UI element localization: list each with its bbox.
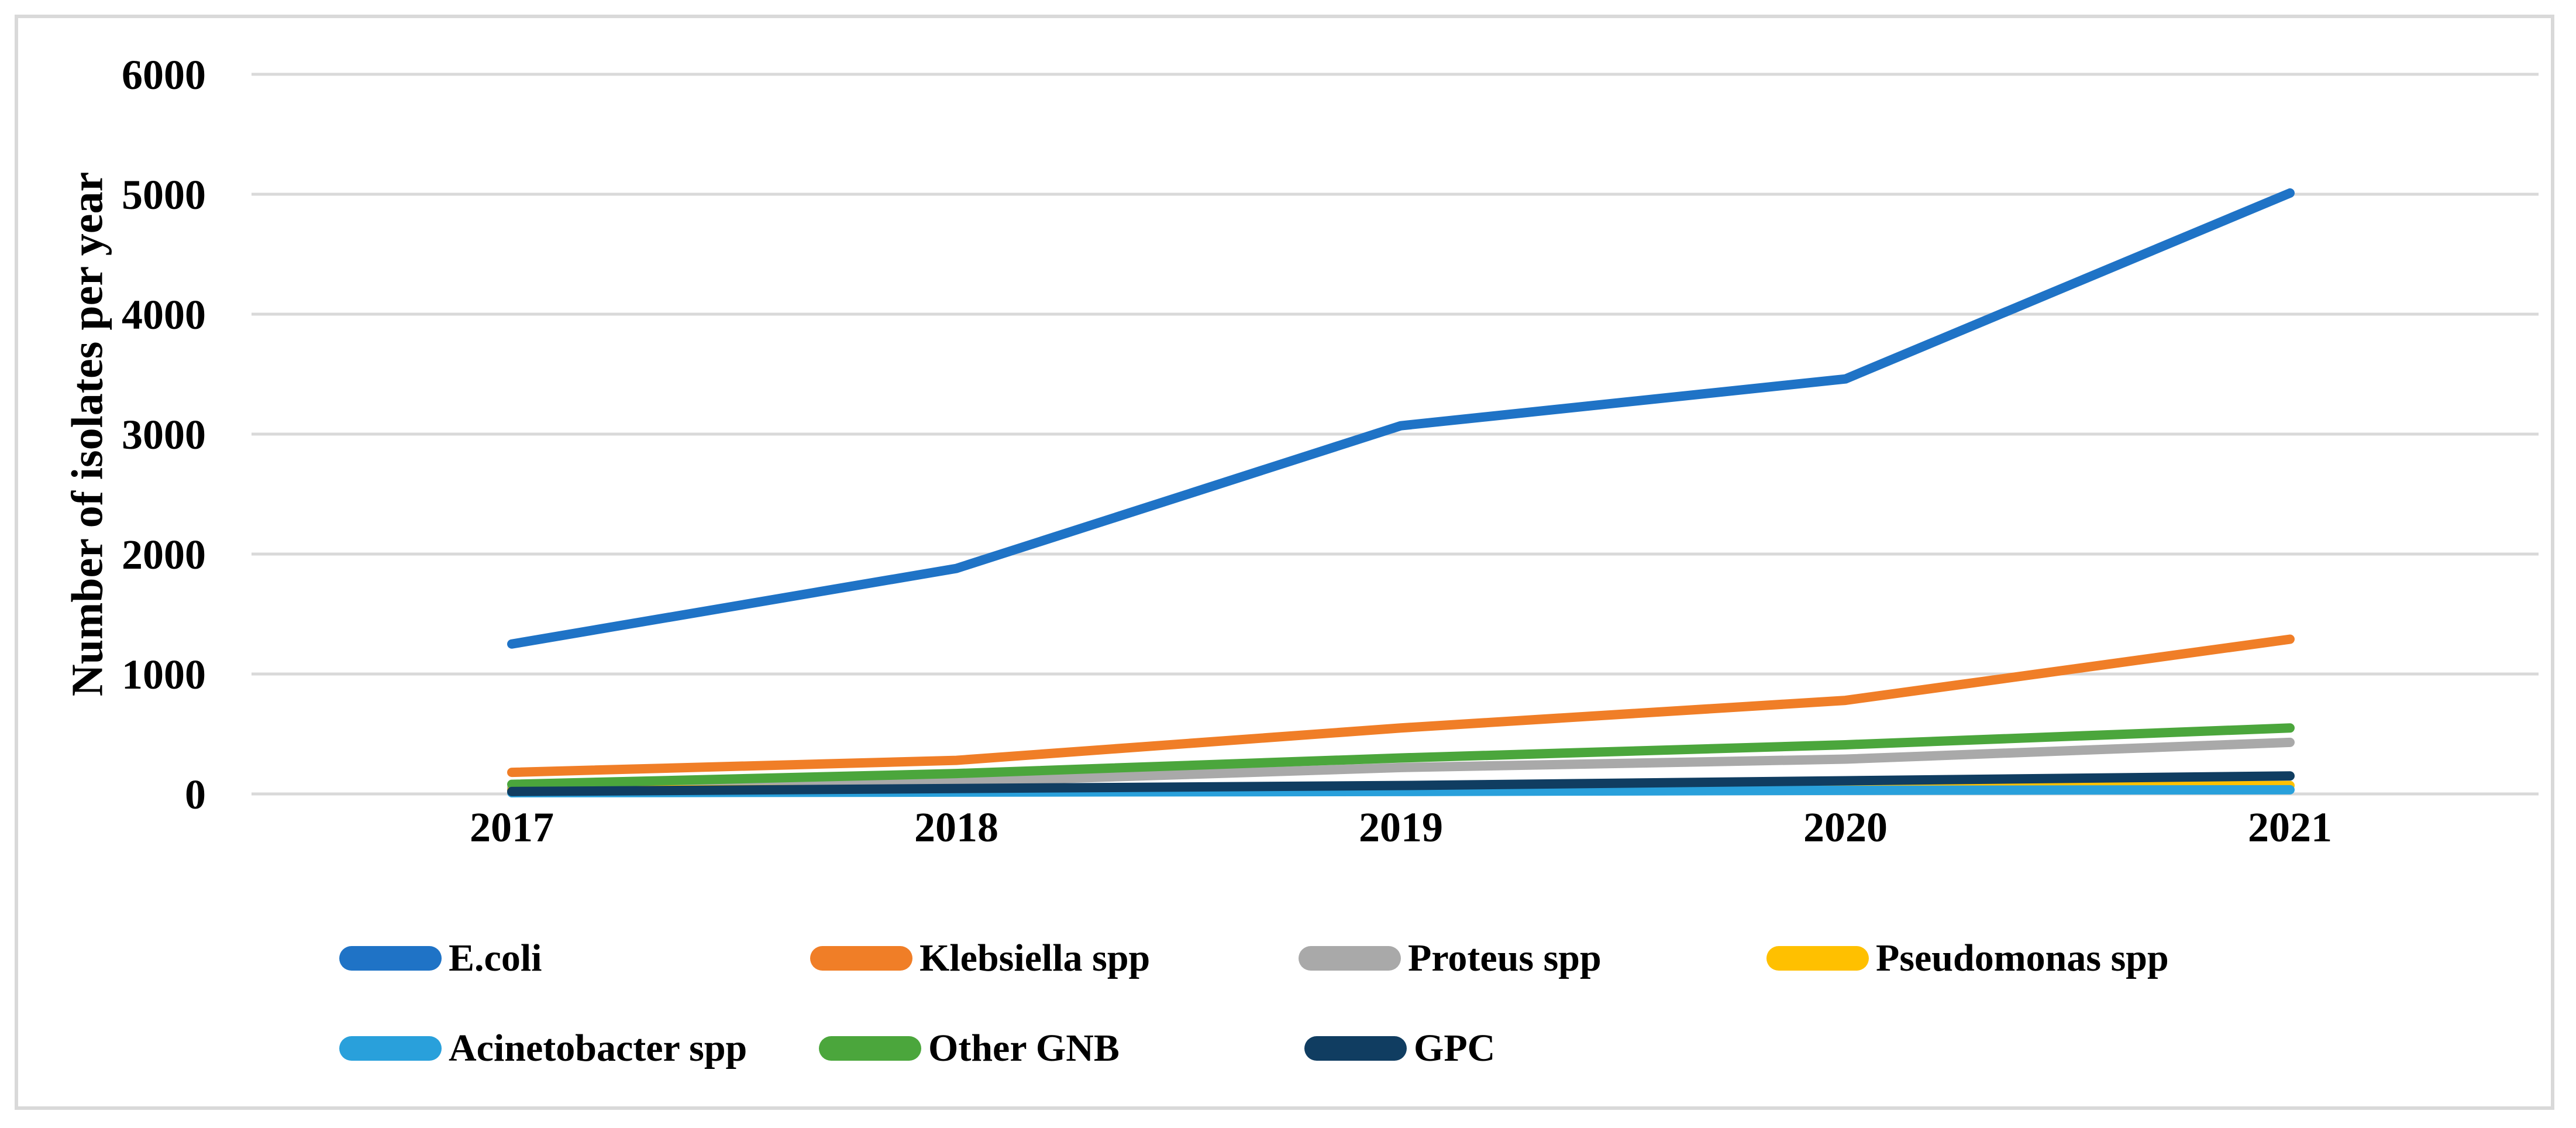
legend-marker-gpc — [1304, 1036, 1407, 1061]
x-tick-label: 2019 — [1359, 804, 1443, 851]
y-tick-label: 0 — [185, 771, 206, 818]
legend-item-e-coli: E.coli — [339, 939, 542, 978]
y-tick-label: 5000 — [122, 171, 206, 218]
legend-item-proteus-spp: Proteus spp — [1299, 939, 1602, 978]
x-tick-label: 2020 — [1803, 804, 1888, 851]
x-tick-label: 2018 — [914, 804, 998, 851]
legend-item-klebsiella-spp: Klebsiella spp — [810, 939, 1150, 978]
x-tick-label: 2017 — [470, 804, 554, 851]
legend-item-pseudomonas-spp: Pseudomonas spp — [1766, 939, 2169, 978]
legend-label-proteus-spp: Proteus spp — [1408, 937, 1602, 979]
legend-marker-other-gnb — [819, 1036, 921, 1061]
y-tick-label: 4000 — [122, 291, 206, 338]
y-tick-label: 1000 — [122, 651, 206, 698]
legend-item-gpc: GPC — [1304, 1029, 1495, 1068]
legend-marker-proteus-spp — [1299, 946, 1401, 971]
legend-label-klebsiella-spp: Klebsiella spp — [919, 937, 1151, 979]
y-tick-label: 6000 — [122, 51, 206, 98]
legend-marker-pseudomonas-spp — [1766, 946, 1869, 971]
legend-label-acinetobacter-spp: Acinetobacter spp — [449, 1027, 748, 1069]
legend-item-other-gnb: Other GNB — [819, 1029, 1120, 1068]
y-axis-title: Number of isolates per year — [63, 171, 112, 697]
legend-label-e-coli: E.coli — [449, 937, 542, 979]
legend-marker-klebsiella-spp — [810, 946, 912, 971]
legend-marker-e-coli — [339, 946, 442, 971]
legend-item-acinetobacter-spp: Acinetobacter spp — [339, 1029, 747, 1068]
legend-label-gpc: GPC — [1414, 1027, 1496, 1069]
legend-marker-acinetobacter-spp — [339, 1036, 442, 1061]
series-line-klebsiella-spp — [507, 634, 2295, 778]
series-line-other-gnb — [507, 723, 2295, 789]
series-line-proteus-spp — [507, 737, 2295, 793]
y-tick-label: 3000 — [122, 411, 206, 458]
legend-label-pseudomonas-spp: Pseudomonas spp — [1876, 937, 2169, 979]
legend-label-other-gnb: Other GNB — [928, 1027, 1120, 1069]
x-tick-label: 2021 — [2248, 804, 2332, 851]
series-line-gpc — [507, 771, 2295, 796]
series-line-e-coli — [507, 188, 2295, 649]
y-tick-label: 2000 — [122, 531, 206, 578]
